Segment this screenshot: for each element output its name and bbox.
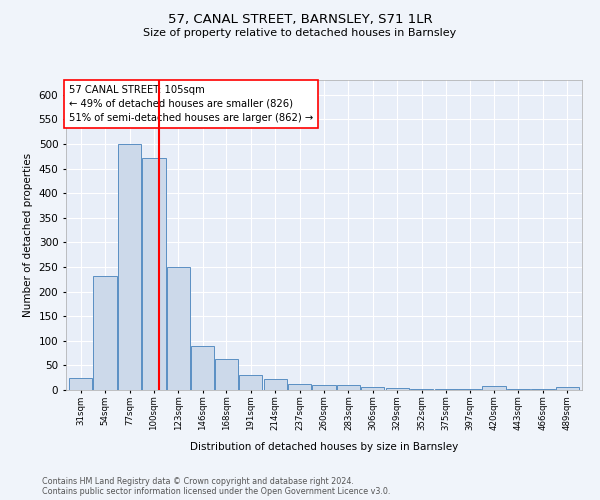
Text: Contains HM Land Registry data © Crown copyright and database right 2024.: Contains HM Land Registry data © Crown c…: [42, 478, 354, 486]
Bar: [167, 267, 190, 390]
Text: 57 CANAL STREET: 105sqm
← 49% of detached houses are smaller (826)
51% of semi-d: 57 CANAL STREET: 105sqm ← 49% of detache…: [68, 84, 313, 122]
Bar: [361, 387, 385, 390]
Bar: [288, 384, 311, 390]
Bar: [482, 386, 506, 390]
Bar: [239, 375, 262, 390]
Bar: [386, 388, 409, 390]
Text: Distribution of detached houses by size in Barnsley: Distribution of detached houses by size …: [190, 442, 458, 452]
Text: Contains public sector information licensed under the Open Government Licence v3: Contains public sector information licen…: [42, 488, 391, 496]
Bar: [410, 388, 433, 390]
Bar: [118, 144, 141, 390]
Bar: [458, 388, 481, 390]
Bar: [434, 388, 458, 390]
Bar: [94, 276, 117, 390]
Bar: [313, 384, 335, 390]
Y-axis label: Number of detached properties: Number of detached properties: [23, 153, 33, 317]
Bar: [215, 359, 238, 390]
Bar: [142, 158, 166, 390]
Bar: [69, 378, 92, 390]
Bar: [337, 384, 360, 390]
Text: Size of property relative to detached houses in Barnsley: Size of property relative to detached ho…: [143, 28, 457, 38]
Bar: [531, 389, 554, 390]
Bar: [263, 379, 287, 390]
Bar: [191, 346, 214, 390]
Bar: [507, 389, 530, 390]
Bar: [556, 386, 579, 390]
Text: 57, CANAL STREET, BARNSLEY, S71 1LR: 57, CANAL STREET, BARNSLEY, S71 1LR: [167, 12, 433, 26]
